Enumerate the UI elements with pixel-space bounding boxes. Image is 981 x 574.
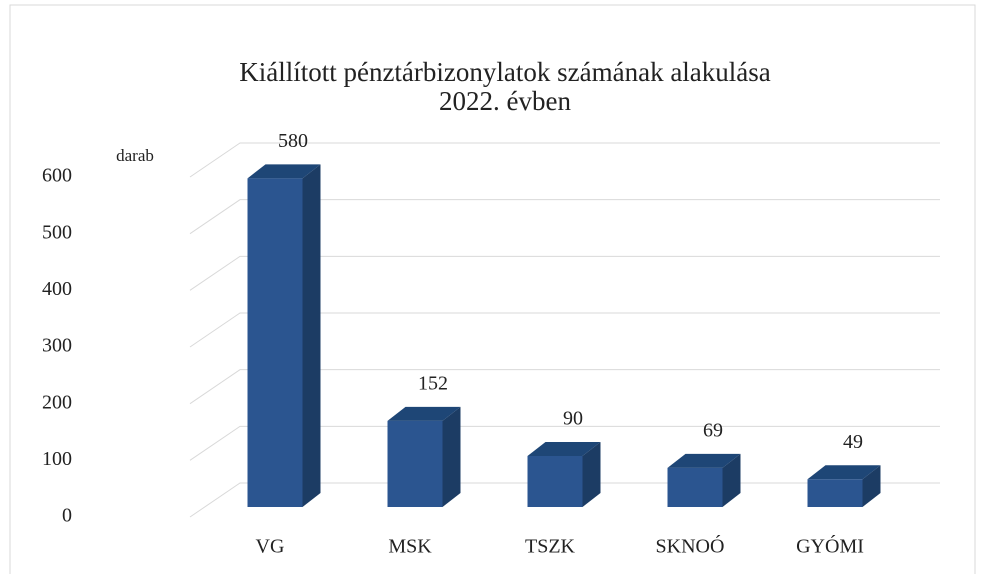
y-tick-label: 200 (42, 391, 72, 413)
x-tick-label: MSK (388, 536, 432, 558)
bar (527, 442, 601, 507)
y-axis-label: darab (116, 146, 154, 165)
bar-top (387, 406, 461, 421)
grid-line (189, 142, 940, 178)
bar (807, 465, 881, 507)
grid-line (189, 199, 940, 235)
x-tick-label: SKNOÓ (656, 534, 725, 558)
y-tick-label: 100 (42, 448, 72, 470)
x-tick-label: GYÓMI (796, 534, 864, 558)
bar-front (667, 467, 723, 507)
y-tick-label: 0 (62, 505, 72, 527)
bar-top (247, 164, 321, 179)
grid-line (189, 425, 940, 461)
grid-line (189, 369, 940, 405)
bar-top (807, 465, 881, 480)
y-tick-label: 600 (42, 165, 72, 187)
bar-front (807, 479, 863, 507)
grid-line (189, 255, 940, 291)
bar-side (302, 164, 321, 508)
chart-title: 2022. évben (439, 86, 571, 116)
value-label: 580 (278, 130, 308, 152)
chart-frame (9, 4, 976, 574)
y-tick-label: 300 (42, 335, 72, 357)
bar-front (387, 420, 443, 507)
value-label: 49 (843, 431, 863, 453)
value-label: 152 (418, 372, 448, 394)
bar-side (442, 406, 461, 507)
value-label: 69 (703, 419, 723, 441)
bar-top (527, 442, 601, 456)
bar-top (667, 453, 741, 468)
x-tick-label: VG (256, 536, 285, 558)
grid-line (189, 312, 940, 348)
bar-side (722, 453, 741, 507)
y-tick-label: 500 (42, 221, 72, 243)
bar (247, 164, 321, 508)
bar-front (527, 456, 583, 507)
value-label: 90 (563, 408, 583, 430)
bar-side (582, 442, 601, 507)
bar-front (247, 178, 303, 508)
y-tick-label: 400 (42, 278, 72, 300)
bar (387, 406, 461, 507)
chart-title: Kiállított pénztárbizonylatok számának a… (239, 57, 771, 87)
bar (667, 453, 741, 507)
bar-side (862, 465, 881, 507)
x-tick-label: TSZK (525, 536, 576, 558)
